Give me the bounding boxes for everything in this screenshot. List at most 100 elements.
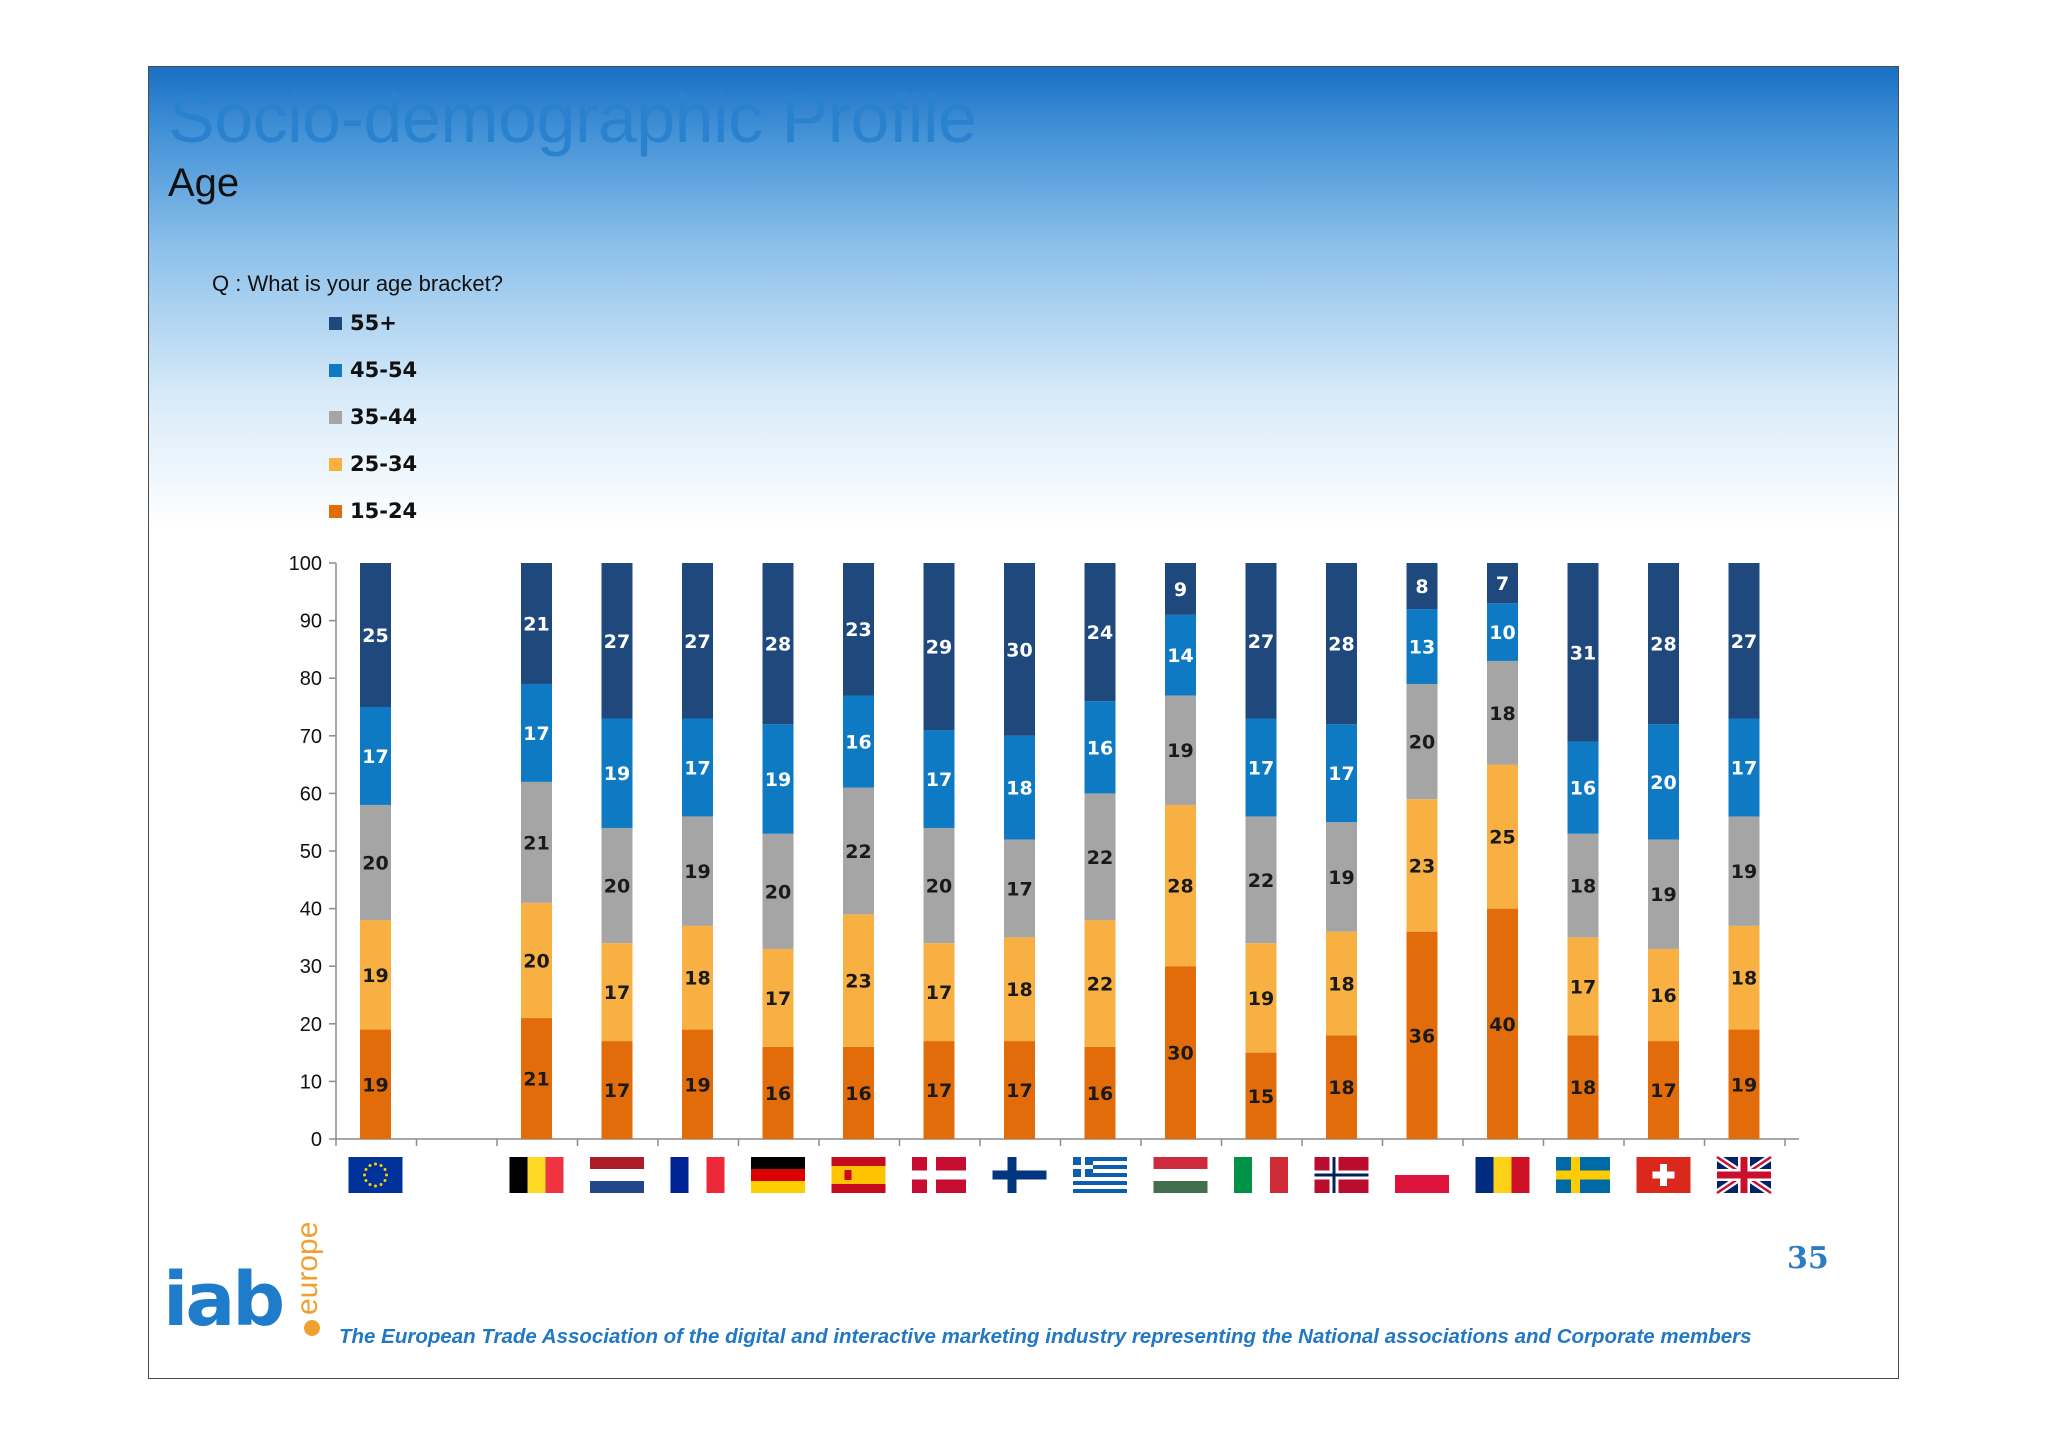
data-label: 19: [362, 1074, 388, 1096]
flag-part: [590, 1157, 644, 1169]
bar-segment-45-54: [521, 683, 552, 782]
bar-segment-55+: [360, 563, 391, 707]
legend-label: 35-44: [350, 405, 417, 429]
data-label: 21: [523, 613, 549, 635]
bar-segment-35-44: [1487, 660, 1518, 765]
bar-segment-25-34: [1567, 937, 1599, 1036]
data-label: 27: [1248, 631, 1274, 653]
bar-segment-55+: [601, 563, 633, 719]
logo-side-text: europe: [291, 1222, 324, 1315]
bar-segment-35-44: [1326, 822, 1357, 932]
data-label: 18: [1006, 979, 1032, 1001]
data-label: 40: [1489, 1014, 1515, 1036]
data-label: 17: [1006, 1080, 1032, 1102]
flag-es-icon: [831, 1157, 886, 1193]
data-label: 20: [604, 876, 630, 898]
data-label: 18: [684, 968, 710, 990]
data-label: 16: [845, 732, 871, 754]
flag-ch-icon: [1636, 1157, 1691, 1193]
data-label: 20: [1650, 772, 1676, 794]
bar-segment-15-24: [1728, 1029, 1760, 1139]
bar-segment-55+: [1406, 563, 1438, 610]
flag-ro-icon: [1475, 1157, 1530, 1193]
data-label: 25: [1489, 827, 1515, 849]
flag-part: [688, 1157, 707, 1193]
bar-segment-55+: [1487, 563, 1518, 604]
data-label: 17: [1570, 976, 1596, 998]
data-label: 17: [1731, 757, 1757, 779]
bar-segment-25-34: [1084, 920, 1116, 1047]
bar-segment-45-54: [1084, 701, 1116, 794]
data-label: 30: [1006, 639, 1032, 661]
data-label: 22: [1248, 870, 1274, 892]
bar-segment-25-34: [1165, 804, 1196, 967]
data-label: 17: [1650, 1080, 1676, 1102]
data-label: 22: [1087, 973, 1113, 995]
data-label: 17: [1328, 763, 1354, 785]
data-label: 27: [604, 631, 630, 653]
bar-segment-15-24: [1406, 931, 1438, 1139]
data-label: 19: [604, 763, 630, 785]
legend-label: 55+: [350, 311, 397, 335]
y-tick-label: 70: [300, 726, 322, 748]
data-label: 16: [845, 1083, 871, 1105]
legend-swatch: [329, 505, 342, 518]
bar-segment-55+: [762, 563, 794, 725]
flag-fi-icon: [992, 1157, 1047, 1193]
data-label: 29: [926, 637, 952, 659]
bar-segment-15-24: [1245, 1052, 1277, 1139]
page-title: Socio-demographic Profile: [168, 79, 977, 157]
bar-segment-15-24: [1648, 1041, 1679, 1139]
flag-part: [1073, 1177, 1127, 1181]
legend-swatch: [329, 364, 342, 377]
flag-star: [368, 1183, 372, 1187]
flag-part: [1234, 1157, 1252, 1193]
legend-swatch: [329, 458, 342, 471]
bar-segment-15-24: [1165, 966, 1196, 1139]
data-label: 18: [1570, 1077, 1596, 1099]
bar-segment-45-54: [1487, 603, 1518, 661]
slide: Socio-demographic Profile Age Q : What i…: [148, 66, 1899, 1379]
flag-part: [1073, 1161, 1127, 1165]
data-label: 25: [362, 625, 388, 647]
data-label: 24: [1087, 622, 1113, 644]
bar-segment-45-54: [360, 707, 391, 805]
data-label: 17: [926, 982, 952, 1004]
data-label: 17: [1006, 878, 1032, 900]
bar-segment-45-54: [1648, 724, 1679, 840]
legend-label: 15-24: [350, 499, 417, 523]
bar-segment-55+: [1728, 563, 1760, 719]
data-label: 18: [1006, 778, 1032, 800]
bar-segment-15-24: [601, 1041, 633, 1139]
data-label: 15: [1248, 1086, 1274, 1108]
bar-segment-15-24: [762, 1046, 794, 1139]
bar-segment-45-54: [682, 718, 713, 817]
bar-segment-45-54: [601, 718, 633, 828]
flag-star: [374, 1184, 377, 1188]
data-label: 18: [1570, 876, 1596, 898]
page-number: 35: [1787, 1241, 1829, 1276]
bar-segment-45-54: [1728, 718, 1760, 817]
data-label: 19: [1248, 988, 1274, 1010]
flag-part: [1395, 1175, 1449, 1193]
data-label: 20: [362, 853, 388, 875]
data-label: 27: [1731, 631, 1757, 653]
flag-part: [1493, 1157, 1512, 1193]
bar-segment-45-54: [1245, 718, 1277, 817]
data-label: 21: [523, 832, 549, 854]
data-label: 9: [1174, 579, 1187, 601]
data-label: 31: [1570, 642, 1596, 664]
bar-segment-45-54: [1326, 724, 1357, 823]
flag-hu-icon: [1153, 1157, 1208, 1193]
data-label: 13: [1409, 637, 1435, 659]
data-label: 19: [1650, 884, 1676, 906]
flag-fr-icon: [670, 1157, 725, 1193]
flag-part: [1314, 1173, 1369, 1177]
bar-segment-35-44: [601, 827, 633, 944]
bar-segment-35-44: [521, 781, 552, 903]
bar-segment-45-54: [762, 724, 794, 834]
y-tick-label: 20: [300, 1014, 322, 1036]
flag-no-icon: [1314, 1157, 1369, 1193]
data-label: 20: [523, 950, 549, 972]
flag-part: [1153, 1181, 1208, 1193]
